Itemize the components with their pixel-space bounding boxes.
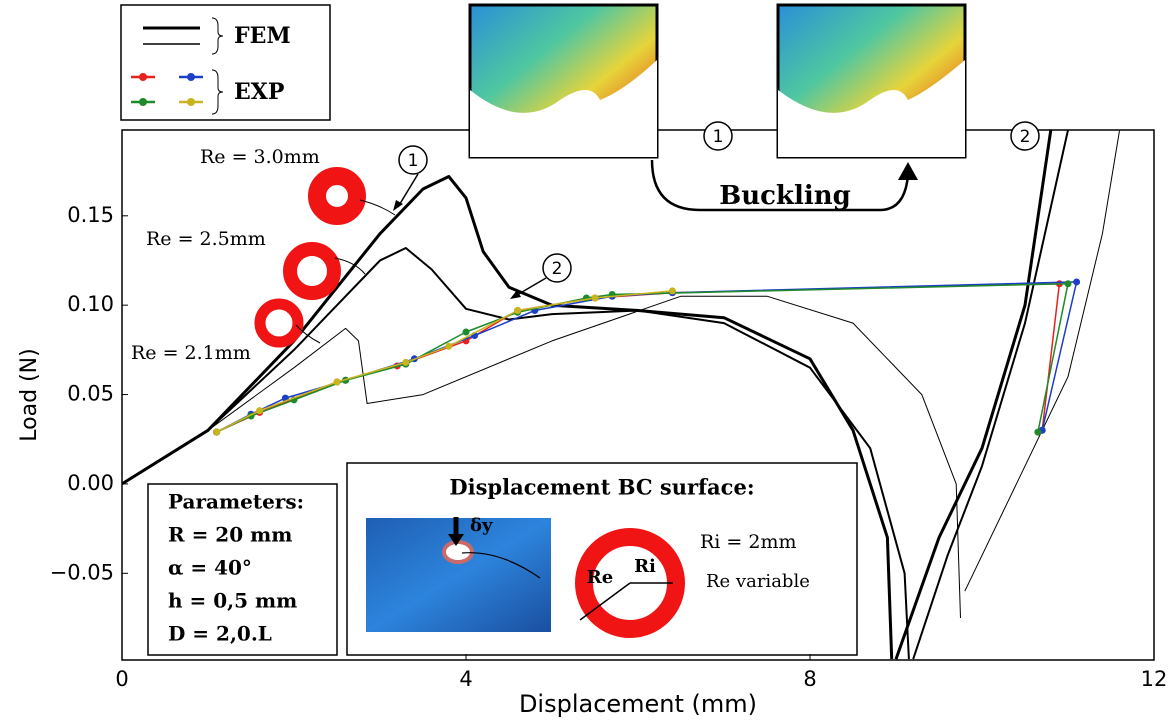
parameter: Parameters: <box>168 490 304 514</box>
parameter: R = 20 mm <box>168 523 292 547</box>
x-axis-label: Displacement (mm) <box>519 690 757 718</box>
bc-label: Ri = 2mm <box>700 531 797 553</box>
bc-ring <box>575 528 685 638</box>
ring-icon <box>254 298 304 348</box>
data-point <box>1064 280 1072 288</box>
inset-cutout <box>470 60 657 157</box>
data-point <box>1073 278 1081 286</box>
inset-cutout <box>778 60 965 157</box>
data-point <box>445 342 453 350</box>
parameters-box <box>147 483 338 656</box>
legend-swatch <box>139 73 147 81</box>
data-point <box>213 428 221 436</box>
arrow <box>516 277 547 296</box>
marker-label: 1 <box>713 127 724 147</box>
y-axis-label: Load (N) <box>17 348 42 441</box>
legend-swatch <box>139 98 147 106</box>
leader <box>334 257 366 275</box>
series-line <box>122 130 1053 660</box>
legend-bracket <box>211 69 224 115</box>
arrowhead <box>898 162 918 180</box>
x-tick-label: 4 <box>459 667 472 691</box>
parameter: h = 0,5 mm <box>168 589 297 613</box>
bc-label: δy <box>470 515 493 536</box>
marker-label: 1 <box>408 151 419 171</box>
legend-swatch <box>187 73 195 81</box>
ring-icon <box>308 167 366 225</box>
marker-label: 2 <box>1020 127 1031 147</box>
data-point <box>402 358 410 366</box>
legend-label: EXP <box>234 79 284 105</box>
arrowhead <box>448 534 464 546</box>
data-point <box>256 407 264 415</box>
ring-icon <box>283 242 341 300</box>
bc-label: Re <box>587 567 613 588</box>
bc-hole <box>442 540 474 564</box>
data-point <box>1034 428 1042 436</box>
curve-label: Re = 2.5mm <box>146 228 266 250</box>
legend-box <box>120 4 331 121</box>
y-tick-label: 0.00 <box>67 471 114 495</box>
y-tick-label: −0.05 <box>50 560 114 584</box>
annotation: Buckling <box>719 181 851 211</box>
x-tick-label: 8 <box>803 667 816 691</box>
parameter: α = 40° <box>168 556 252 580</box>
y-tick-label: 0.05 <box>67 382 114 406</box>
legend-label: FEM <box>234 23 291 49</box>
x-tick-label: 0 <box>115 667 128 691</box>
y-tick-label: 0.10 <box>67 292 114 316</box>
parameters <box>147 483 338 656</box>
legend: FEM EXP <box>120 4 331 121</box>
arrowhead <box>393 200 403 211</box>
y-tick-label: 0.15 <box>67 203 114 227</box>
bc-label: Ri <box>634 556 656 577</box>
data-point <box>514 307 522 315</box>
leader <box>295 324 321 344</box>
marker-circle <box>542 253 572 283</box>
leader <box>359 199 396 216</box>
data-point <box>591 294 599 302</box>
plot-lines <box>122 130 1121 660</box>
arrow <box>461 552 541 579</box>
marker-label: 2 <box>552 259 563 279</box>
series-line <box>122 130 1069 660</box>
legend-bracket <box>211 17 224 55</box>
inset: Buckling <box>468 3 967 212</box>
arrow <box>579 582 631 621</box>
legend-swatch <box>187 98 195 106</box>
arrowhead <box>510 290 521 299</box>
curve-label: Re = 3.0mm <box>200 146 320 168</box>
data-point <box>668 287 676 295</box>
data-point <box>333 378 341 386</box>
bc-title: Displacement BC surface: <box>449 475 754 500</box>
series-line <box>122 130 1121 619</box>
arrow <box>650 159 910 212</box>
series-line <box>216 290 673 433</box>
marker-circle <box>398 145 428 175</box>
data-point <box>462 328 470 336</box>
bc-label: Re variable <box>706 571 810 592</box>
marker-circle <box>1010 121 1040 151</box>
arrow <box>397 173 419 208</box>
bc-panel: Displacement BC surface: δy Re Ri Ri = 2… <box>346 462 858 656</box>
curve-label: Re = 2.1mm <box>131 342 251 364</box>
marker-circle <box>703 121 733 151</box>
parameter: D = 2,0.L <box>168 622 272 646</box>
x-tick-label: 12 <box>1141 667 1168 691</box>
